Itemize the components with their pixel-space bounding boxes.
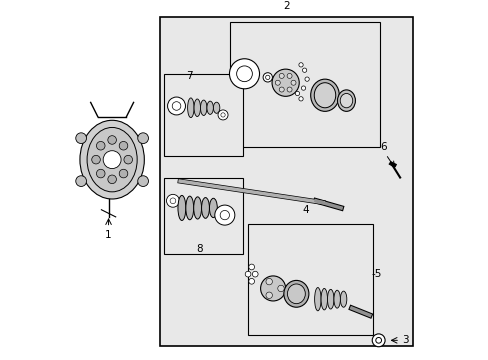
Text: 7: 7 bbox=[185, 71, 192, 81]
Circle shape bbox=[275, 80, 280, 85]
Circle shape bbox=[138, 133, 148, 144]
Ellipse shape bbox=[209, 198, 217, 217]
Circle shape bbox=[119, 169, 127, 178]
Circle shape bbox=[305, 77, 308, 81]
Text: 2: 2 bbox=[283, 1, 289, 11]
Circle shape bbox=[265, 278, 272, 285]
Circle shape bbox=[252, 271, 258, 277]
Circle shape bbox=[220, 211, 229, 220]
Ellipse shape bbox=[206, 101, 213, 114]
Circle shape bbox=[96, 141, 105, 150]
Circle shape bbox=[108, 175, 116, 184]
Circle shape bbox=[221, 113, 224, 117]
Text: 3: 3 bbox=[402, 335, 408, 345]
Circle shape bbox=[301, 86, 305, 90]
Circle shape bbox=[295, 91, 299, 96]
Circle shape bbox=[290, 80, 295, 85]
Circle shape bbox=[92, 156, 100, 164]
Text: 4: 4 bbox=[302, 205, 308, 215]
Ellipse shape bbox=[340, 94, 352, 108]
Circle shape bbox=[236, 66, 252, 82]
Ellipse shape bbox=[87, 127, 137, 192]
Ellipse shape bbox=[340, 291, 346, 307]
Circle shape bbox=[263, 73, 272, 82]
Circle shape bbox=[167, 97, 185, 115]
Circle shape bbox=[277, 285, 284, 292]
Ellipse shape bbox=[201, 198, 209, 218]
Ellipse shape bbox=[287, 284, 305, 303]
Text: -5: -5 bbox=[371, 269, 381, 279]
Circle shape bbox=[172, 102, 181, 110]
Ellipse shape bbox=[283, 280, 308, 307]
Ellipse shape bbox=[314, 83, 335, 108]
Bar bbox=[160, 17, 412, 346]
Ellipse shape bbox=[310, 79, 339, 111]
Text: 8: 8 bbox=[196, 244, 203, 254]
Circle shape bbox=[298, 97, 303, 101]
Circle shape bbox=[286, 87, 291, 92]
Circle shape bbox=[271, 69, 299, 96]
Bar bbox=[247, 224, 372, 335]
Circle shape bbox=[103, 151, 121, 168]
Circle shape bbox=[260, 276, 285, 301]
Circle shape bbox=[279, 73, 284, 78]
Circle shape bbox=[286, 73, 291, 78]
Circle shape bbox=[248, 278, 254, 284]
Ellipse shape bbox=[321, 288, 327, 310]
Circle shape bbox=[371, 334, 385, 347]
Circle shape bbox=[375, 337, 381, 343]
Ellipse shape bbox=[314, 288, 321, 311]
Circle shape bbox=[170, 198, 176, 204]
Ellipse shape bbox=[185, 196, 193, 220]
Circle shape bbox=[76, 176, 86, 186]
Ellipse shape bbox=[337, 90, 355, 111]
Bar bbox=[163, 74, 242, 156]
Circle shape bbox=[123, 156, 132, 164]
Circle shape bbox=[166, 194, 179, 207]
Circle shape bbox=[108, 136, 116, 144]
Circle shape bbox=[138, 176, 148, 186]
Ellipse shape bbox=[327, 289, 333, 309]
Circle shape bbox=[119, 141, 127, 150]
Text: 1: 1 bbox=[105, 230, 112, 240]
Circle shape bbox=[279, 87, 284, 92]
Circle shape bbox=[76, 133, 86, 144]
Ellipse shape bbox=[333, 290, 340, 308]
Bar bbox=[230, 22, 380, 147]
Ellipse shape bbox=[80, 120, 144, 199]
Ellipse shape bbox=[193, 197, 201, 219]
Ellipse shape bbox=[194, 99, 200, 117]
Circle shape bbox=[302, 68, 306, 72]
Text: 6: 6 bbox=[380, 142, 386, 152]
Ellipse shape bbox=[200, 100, 206, 116]
Ellipse shape bbox=[187, 98, 194, 118]
Ellipse shape bbox=[213, 102, 220, 113]
Circle shape bbox=[248, 264, 254, 270]
Circle shape bbox=[265, 292, 272, 298]
Circle shape bbox=[244, 271, 250, 277]
Bar bbox=[163, 177, 242, 255]
Ellipse shape bbox=[178, 195, 185, 220]
Circle shape bbox=[96, 169, 105, 178]
Circle shape bbox=[229, 59, 259, 89]
Circle shape bbox=[298, 63, 303, 67]
Circle shape bbox=[265, 75, 269, 80]
Circle shape bbox=[214, 205, 234, 225]
Circle shape bbox=[218, 110, 227, 120]
